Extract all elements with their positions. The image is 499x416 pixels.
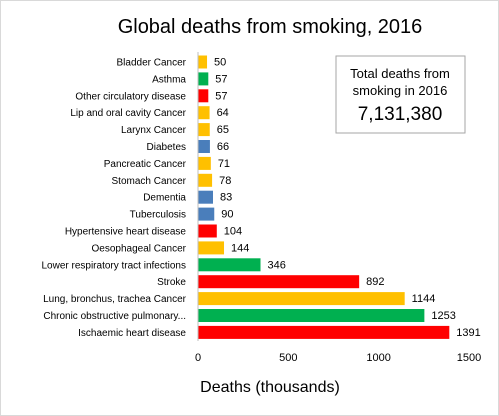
value-label: 65 xyxy=(217,124,229,136)
bar xyxy=(198,55,208,69)
bar xyxy=(198,173,213,187)
chart-title: Global deaths from smoking, 2016 xyxy=(118,16,423,38)
x-tick-labels: 0 500 1000 1500 xyxy=(195,352,481,364)
value-label: 78 xyxy=(219,175,231,187)
value-label: 892 xyxy=(366,276,384,288)
total-deaths-box-border xyxy=(335,55,466,134)
bar xyxy=(198,207,215,221)
category-label: Lip and oral cavity Cancer xyxy=(70,108,186,119)
category-label: Stomach Cancer xyxy=(112,176,187,187)
x-axis-title: Deaths (thousands) xyxy=(200,379,340,396)
category-label: Larynx Cancer xyxy=(121,125,187,136)
category-label: Lower respiratory tract infections xyxy=(41,260,186,271)
value-label: 1253 xyxy=(431,310,455,322)
bar xyxy=(198,275,360,289)
category-label: Ischaemic heart disease xyxy=(78,328,186,339)
value-label: 64 xyxy=(217,107,229,119)
total-deaths-line2: smoking in 2016 xyxy=(353,83,448,98)
category-label: Diabetes xyxy=(147,142,186,153)
value-label: 66 xyxy=(217,141,229,153)
bars-group: Bladder Cancer 50 Asthma 57 Other circulator… xyxy=(41,55,481,339)
bar xyxy=(198,72,209,86)
value-label: 1391 xyxy=(456,327,480,339)
value-label: 83 xyxy=(220,192,232,204)
value-label: 57 xyxy=(215,73,227,85)
bar xyxy=(198,325,450,339)
bar xyxy=(198,190,213,204)
value-label: 104 xyxy=(224,226,242,238)
bar xyxy=(198,258,261,272)
x-tick-label: 1500 xyxy=(457,352,481,364)
category-label: Lung, bronchus, trachea Cancer xyxy=(43,294,187,305)
total-deaths-value: 7,131,380 xyxy=(358,104,443,125)
bar xyxy=(198,140,210,153)
value-label: 71 xyxy=(218,158,230,170)
bar xyxy=(198,224,217,238)
value-label: 50 xyxy=(214,57,226,69)
category-label: Other circulatory disease xyxy=(75,91,186,102)
category-label: Dementia xyxy=(143,193,186,204)
category-label: Asthma xyxy=(152,74,186,85)
value-label: 57 xyxy=(215,90,227,102)
value-label: 346 xyxy=(268,259,286,271)
category-label: Bladder Cancer xyxy=(117,58,187,69)
x-tick-label: 500 xyxy=(279,352,297,364)
x-tick-label: 0 xyxy=(195,352,201,364)
category-label: Hypertensive heart disease xyxy=(65,227,187,238)
bar xyxy=(198,89,209,103)
bar xyxy=(198,123,210,137)
category-label: Stroke xyxy=(157,277,186,288)
value-label: 90 xyxy=(221,209,233,221)
category-label: Tuberculosis xyxy=(130,210,186,221)
bar xyxy=(198,241,225,255)
bar xyxy=(198,309,425,322)
category-label: Oesophageal Cancer xyxy=(91,243,186,254)
value-label: 1144 xyxy=(412,293,436,305)
x-tick-label: 1000 xyxy=(366,352,390,364)
value-label: 144 xyxy=(231,242,249,254)
bar xyxy=(198,292,405,306)
bar xyxy=(198,156,211,170)
bar xyxy=(198,106,210,120)
category-label: Pancreatic Cancer xyxy=(104,159,187,170)
category-label: Chronic obstructive pulmonary... xyxy=(43,311,186,322)
total-deaths-line1: Total deaths from xyxy=(350,66,450,81)
total-deaths-box: Total deaths from smoking in 2016 7,131,… xyxy=(335,55,466,134)
